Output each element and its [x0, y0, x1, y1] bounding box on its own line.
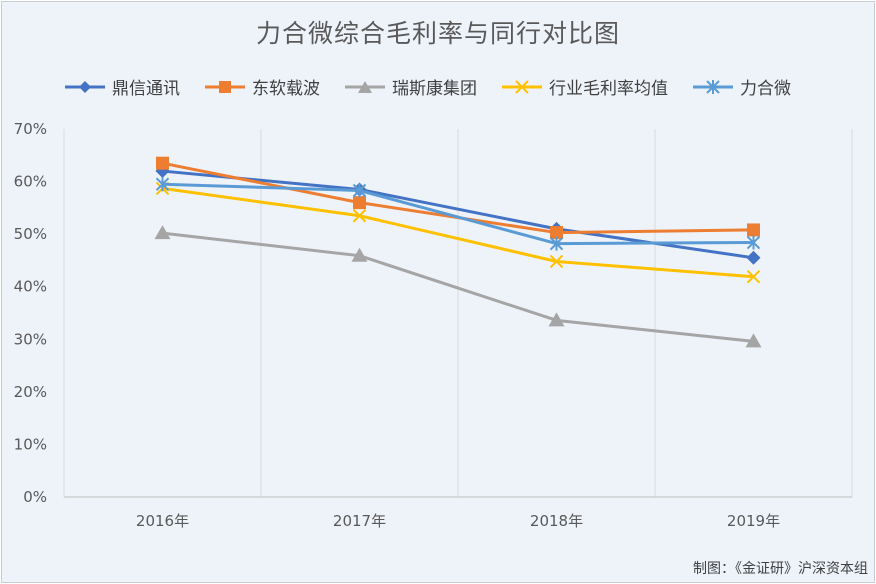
- legend: 鼎信通讯 东软载波 瑞斯康集团 行业毛利率均值 力合微: [64, 74, 791, 99]
- data-point-4-1: [352, 183, 367, 198]
- legend-item-1: 东软载波: [204, 74, 320, 99]
- legend-swatch-diamond-icon: [65, 80, 105, 93]
- chart-title: 力合微综合毛利率与同行对比图: [255, 19, 620, 48]
- x-tick-label: 2016年: [136, 512, 189, 530]
- data-point-1-1: [353, 196, 366, 210]
- legend-label: 鼎信通讯: [112, 79, 180, 99]
- data-point-3-2: [549, 254, 564, 269]
- series-line-2: [162, 231, 754, 343]
- legend-label: 力合微: [740, 79, 791, 99]
- legend-swatch-x-icon: [502, 79, 542, 94]
- legend-swatch-square-icon: [205, 80, 245, 93]
- source-note: 制图：《金证研》沪深资本组: [693, 561, 868, 577]
- x-tick-label: 2018年: [530, 512, 583, 530]
- data-point-1-2: [550, 226, 563, 240]
- data-point-2-3: [745, 333, 762, 348]
- data-point-2-0: [154, 225, 171, 240]
- y-tick-label: 70%: [14, 120, 47, 138]
- data-point-4-3: [746, 235, 761, 250]
- legend-item-2: 瑞斯康集团: [344, 74, 477, 99]
- data-point-3-3: [746, 270, 761, 284]
- legend-label: 行业毛利率均值: [549, 79, 668, 99]
- legend-item-4: 力合微: [692, 74, 791, 99]
- data-point-4-2: [549, 236, 564, 251]
- y-tick-label: 40%: [14, 278, 47, 296]
- data-point-0-3: [746, 250, 761, 265]
- legend-swatch-star-icon: [693, 79, 733, 94]
- legend-item-3: 行业毛利率均值: [501, 74, 668, 99]
- y-tick-label: 30%: [14, 330, 47, 348]
- legend-label: 东软载波: [252, 79, 320, 99]
- data-point-1-0: [156, 156, 169, 170]
- y-tick-label: 10%: [14, 435, 47, 453]
- data-point-2-1: [351, 247, 368, 262]
- data-point-1-3: [747, 223, 760, 237]
- data-point-2-2: [548, 312, 565, 327]
- y-tick-label: 0%: [23, 488, 47, 506]
- data-point-4-0: [155, 177, 170, 192]
- legend-label: 瑞斯康集团: [392, 79, 477, 99]
- y-tick-label: 20%: [14, 383, 47, 401]
- legend-item-0: 鼎信通讯: [64, 74, 180, 99]
- legend-swatch-triangle-icon: [345, 80, 385, 93]
- series-line-4: [162, 182, 754, 246]
- data-point-3-1: [352, 209, 367, 223]
- series-line-3: [162, 186, 754, 279]
- x-tick-label: 2017年: [333, 512, 386, 530]
- y-tick-label: 50%: [14, 225, 47, 243]
- y-tick-label: 60%: [14, 173, 47, 191]
- x-tick-label: 2019年: [727, 512, 780, 530]
